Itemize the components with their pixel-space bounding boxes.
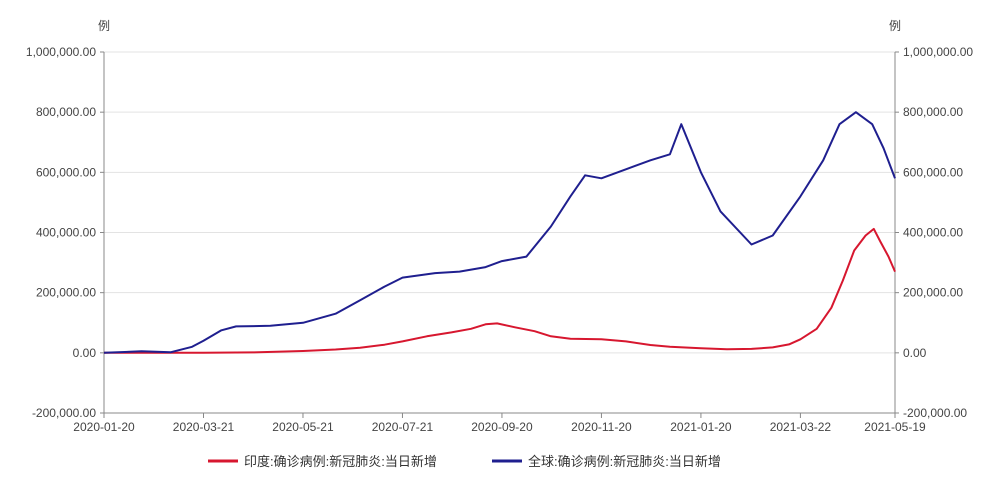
x-tick-label: 2020-09-20 bbox=[471, 420, 533, 434]
y-tick-label-right: 800,000.00 bbox=[903, 105, 963, 119]
y-tick-label-right: -200,000.00 bbox=[903, 406, 967, 420]
gridlines bbox=[104, 51, 895, 414]
y-tick-label-left: 400,000.00 bbox=[36, 226, 96, 240]
x-tick-label: 2020-01-20 bbox=[73, 420, 135, 434]
series-lines bbox=[103, 111, 896, 354]
series-line-1 bbox=[103, 227, 896, 354]
y-tick-label-left: 800,000.00 bbox=[36, 105, 96, 119]
y-tick-label-right: 600,000.00 bbox=[903, 165, 963, 179]
x-tick-label: 2020-07-21 bbox=[372, 420, 434, 434]
x-tick-label: 2021-03-22 bbox=[770, 420, 832, 434]
legend-label-1: 印度:确诊病例:新冠肺炎:当日新增 bbox=[244, 454, 437, 469]
y-axis-unit-left: 例 bbox=[98, 19, 110, 33]
y-tick-label-left: -200,000.00 bbox=[32, 406, 96, 420]
axes: 1,000,000.00 1,000,000.00 800,000.00 800,00… bbox=[26, 19, 973, 434]
x-tick-label: 2020-11-20 bbox=[571, 420, 632, 434]
legend-label-2: 全球:确诊病例:新冠肺炎:当日新增 bbox=[528, 454, 721, 469]
y-tick-label-left: 600,000.00 bbox=[36, 165, 96, 179]
x-tick-label: 2021-05-19 bbox=[864, 420, 926, 434]
x-tick-label: 2021-01-20 bbox=[670, 420, 732, 434]
y-tick-label-right: 0.00 bbox=[903, 346, 927, 360]
y-tick-label-left: 1,000,000.00 bbox=[26, 45, 96, 59]
legend: 印度:确诊病例:新冠肺炎:当日新增 全球:确诊病例:新冠肺炎:当日新增 bbox=[208, 454, 721, 469]
y-tick-label-right: 200,000.00 bbox=[903, 286, 963, 300]
x-tick-label: 2020-03-21 bbox=[173, 420, 235, 434]
y-axis-unit-right: 例 bbox=[889, 19, 901, 33]
series-line-2 bbox=[103, 111, 896, 354]
y-tick-label-right: 400,000.00 bbox=[903, 226, 963, 240]
y-tick-label-left: 200,000.00 bbox=[36, 286, 96, 300]
x-tick-label: 2020-05-21 bbox=[272, 420, 334, 434]
y-tick-label-right: 1,000,000.00 bbox=[903, 45, 973, 59]
y-tick-label-left: 0.00 bbox=[73, 346, 97, 360]
